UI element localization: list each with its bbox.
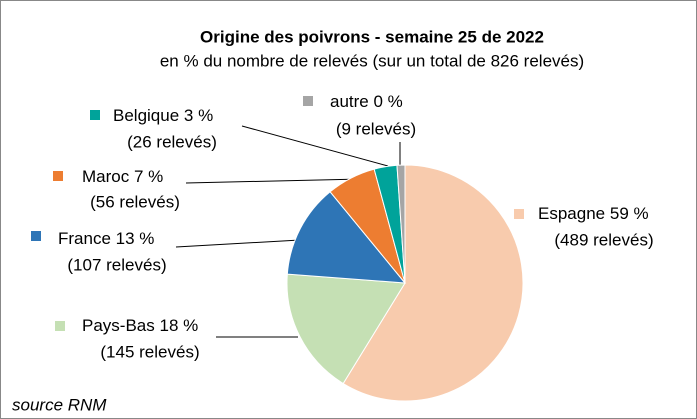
value-label: 13 % xyxy=(116,229,155,248)
value-label: 7 % xyxy=(134,167,163,186)
legend-swatch xyxy=(514,209,524,219)
legend-swatch xyxy=(31,231,41,241)
leader-line xyxy=(175,239,301,248)
slice-label: France 13 % xyxy=(58,229,154,248)
category-label: Belgique xyxy=(113,106,179,125)
value-label: 59 % xyxy=(610,204,649,223)
slice-label: autre 0 % xyxy=(330,92,403,111)
slice-label: Pays-Bas 18 % xyxy=(82,316,198,335)
category-label: Pays-Bas xyxy=(82,316,155,335)
pie-slice xyxy=(286,191,407,284)
count-label: (145 relevés) xyxy=(100,342,199,361)
category-label: France xyxy=(58,229,111,248)
count-label: (107 relevés) xyxy=(67,255,166,274)
chart-title: Origine des poivrons - semaine 25 de 202… xyxy=(200,27,544,46)
pie-slice xyxy=(286,273,406,385)
legend-swatch xyxy=(55,321,65,331)
slice-label: Maroc 7 % xyxy=(82,167,163,186)
slice-label: Espagne 59 % xyxy=(538,204,649,223)
count-label: (489 relevés) xyxy=(554,230,653,249)
category-label: Maroc xyxy=(82,167,130,186)
legend-swatch xyxy=(90,110,100,120)
legend-swatch xyxy=(303,96,313,106)
value-label: 18 % xyxy=(159,316,198,335)
pie-slice xyxy=(342,164,524,402)
count-label: (9 relevés) xyxy=(336,119,416,138)
category-label: Espagne xyxy=(538,204,605,223)
slice-label: Belgique 3 % xyxy=(113,106,213,125)
count-label: (56 relevés) xyxy=(90,192,180,211)
value-label: 0 % xyxy=(373,92,402,111)
leader-line xyxy=(185,178,363,184)
source: source RNM xyxy=(12,395,107,414)
leader-line xyxy=(241,125,389,167)
pie-slice xyxy=(396,164,406,284)
category-label: autre xyxy=(330,92,369,111)
value-label: 3 % xyxy=(184,106,213,125)
legend-swatch xyxy=(53,171,63,181)
chart-subtitle: en % du nombre de relevés (sur un total … xyxy=(160,51,584,70)
leader-lines xyxy=(175,125,401,338)
count-label: (26 relevés) xyxy=(127,132,217,151)
